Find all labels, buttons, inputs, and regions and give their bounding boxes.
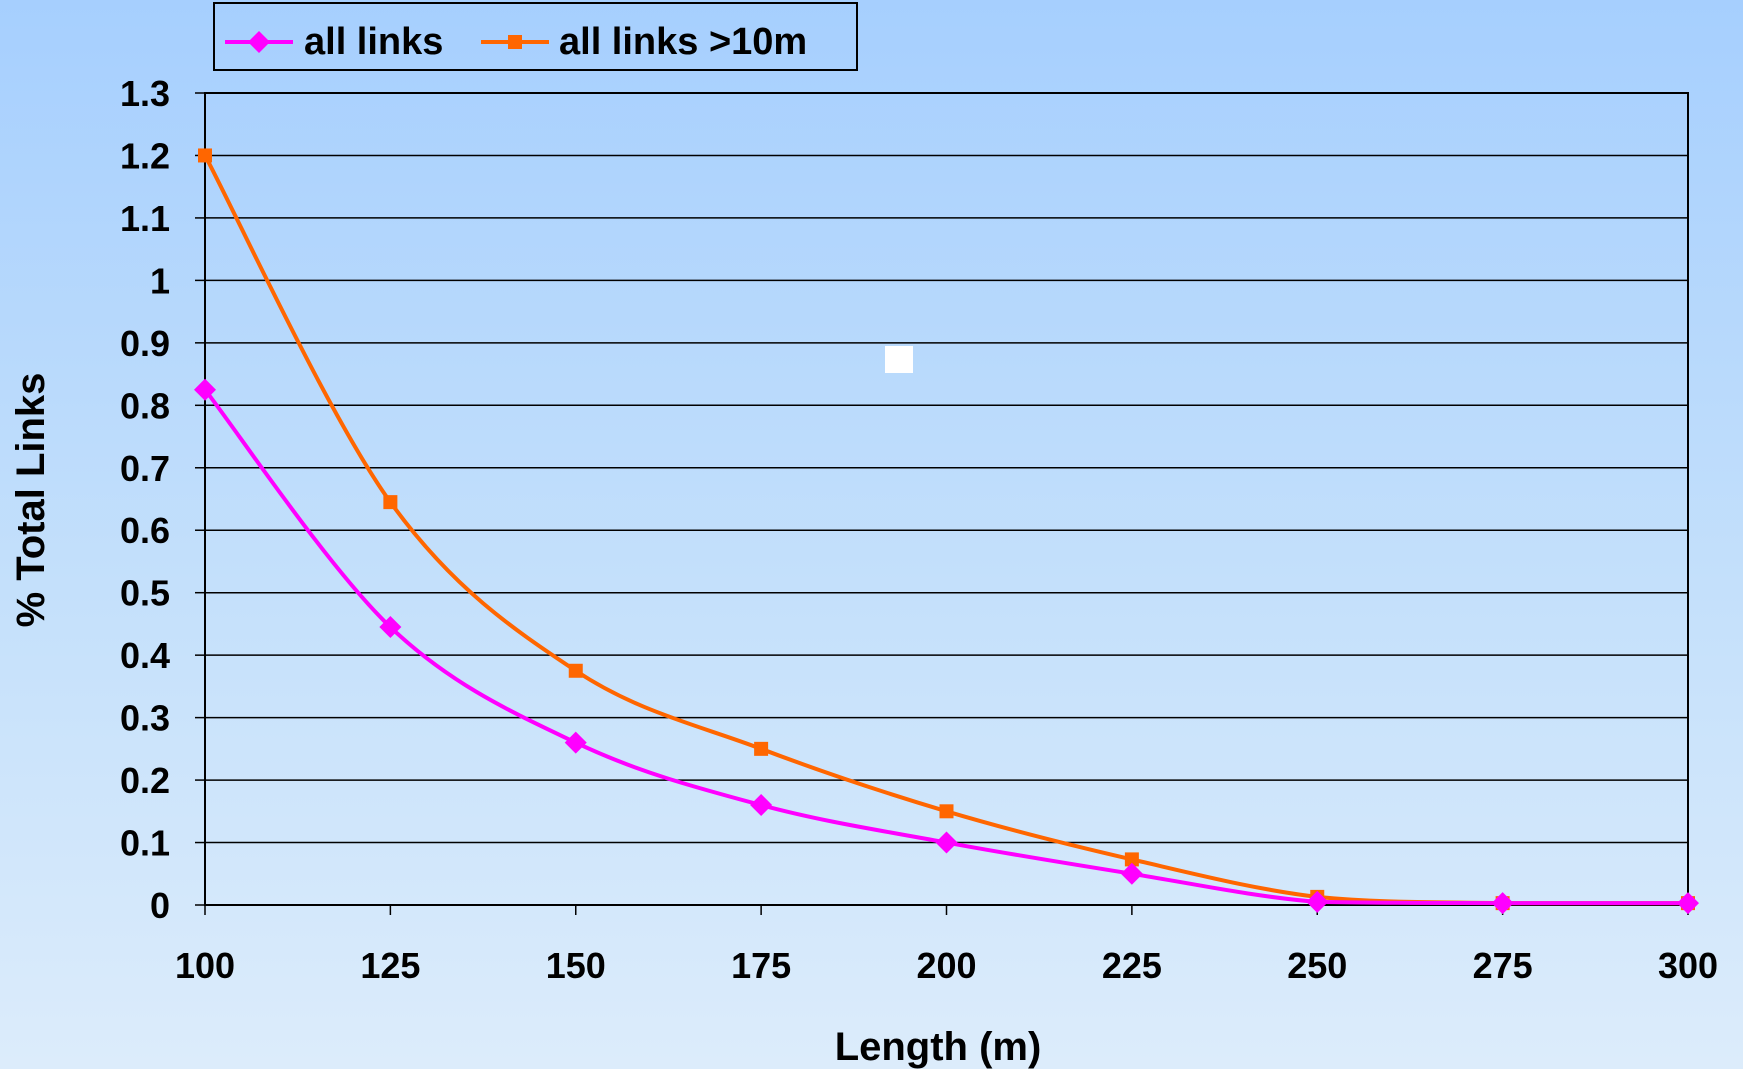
y-tick-label: 1.2 [120, 135, 170, 176]
series-layer [194, 148, 1699, 915]
data-point-diamond [1120, 862, 1143, 885]
y-tick-label: 0.5 [120, 573, 170, 614]
x-tick-label: 250 [1287, 945, 1347, 986]
data-point-diamond [1491, 892, 1514, 915]
y-tick-label: 0.4 [120, 635, 170, 676]
data-point-diamond [935, 831, 958, 854]
data-point-square [198, 148, 212, 163]
y-tick-label: 0 [150, 885, 170, 926]
legend-label-all-links-10m: all links >10m [559, 21, 807, 63]
legend-label-all-links: all links [304, 21, 443, 63]
data-point-square [1124, 852, 1139, 867]
data-point-diamond [379, 616, 402, 639]
y-axis-title: % Total Links [9, 373, 53, 628]
x-tick-label: 275 [1473, 945, 1533, 986]
y-tick-label: 1.3 [120, 73, 170, 114]
x-tick-label: 300 [1658, 945, 1718, 986]
legend-marker-diamond-icon [248, 31, 270, 53]
data-point-diamond [1306, 890, 1329, 913]
data-point-diamond [750, 794, 773, 817]
data-point-square [939, 804, 954, 819]
x-axis-ticks: 100 125 150 175 200 225 250 275 300 [175, 905, 1718, 986]
data-point-diamond [194, 378, 216, 401]
y-tick-label: 0.8 [120, 385, 170, 426]
x-tick-label: 150 [546, 945, 606, 986]
x-axis-title: Length (m) [835, 1025, 1042, 1069]
series-line-1 [203, 154, 1688, 906]
x-tick-label: 225 [1102, 945, 1162, 986]
data-point-square [568, 663, 583, 678]
x-tick-label: 200 [916, 945, 976, 986]
y-tick-label: 0.1 [120, 823, 170, 864]
data-point-square [754, 741, 769, 756]
y-tick-label: 1 [150, 260, 170, 301]
y-tick-label: 0.7 [120, 448, 170, 489]
legend-marker-square-icon [508, 35, 522, 49]
legend: all links all links >10m [213, 2, 858, 71]
data-point-diamond [564, 731, 587, 754]
y-tick-label: 1.1 [120, 198, 170, 239]
y-tick-label: 0.9 [120, 323, 170, 364]
x-tick-label: 175 [731, 945, 791, 986]
series-line-0 [203, 388, 1688, 906]
data-point-diamond [1677, 892, 1699, 915]
legend-box [213, 2, 858, 71]
y-tick-label: 0.2 [120, 760, 170, 801]
x-tick-label: 125 [360, 945, 420, 986]
x-tick-label: 100 [175, 945, 235, 986]
y-tick-label: 0.6 [120, 510, 170, 551]
decorative-white-square [885, 346, 913, 373]
y-tick-label: 0.3 [120, 698, 170, 739]
gridlines [205, 92, 1688, 906]
plot-area-border [204, 92, 1689, 906]
y-axis-ticks: 0 0.1 0.2 0.3 0.4 0.5 0.6 0.7 0.8 0.9 1 1.1 1.2 1.3 [120, 73, 205, 926]
data-point-square [383, 495, 398, 510]
